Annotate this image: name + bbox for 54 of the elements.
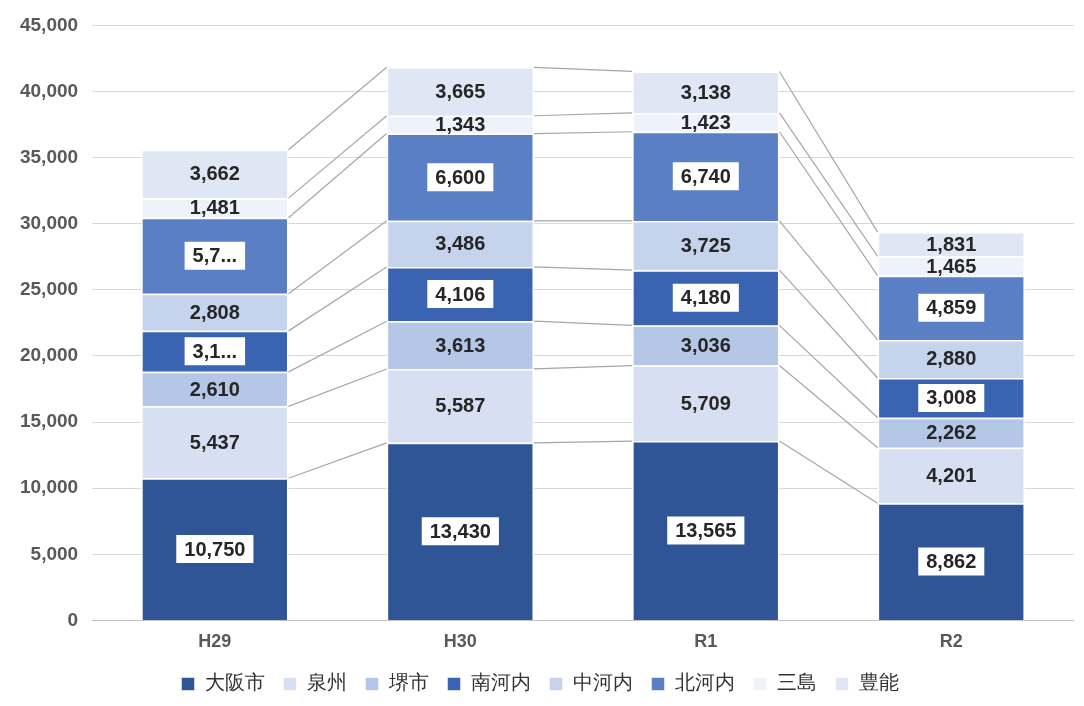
legend-label: 北河内 [675,670,735,695]
y-tick-label: 40,000 [19,79,79,101]
x-tick-label: H29 [198,631,232,652]
data-label: 1,423 [680,110,731,133]
legend-label: 泉州 [307,670,347,695]
data-label: 2,808 [189,300,240,323]
data-label: 5,7... [192,244,238,267]
data-label: 10,750 [184,537,246,560]
data-label: 1,465 [926,254,977,277]
data-label: 4,180 [680,286,731,309]
legend-label: 中河内 [573,670,633,695]
y-tick-label: 15,000 [19,410,79,432]
data-label: 3,1... [192,339,238,362]
data-label: 2,880 [926,347,977,370]
y-tick-label: 30,000 [19,211,79,233]
y-tick-label: 45,000 [19,13,79,35]
data-label: 2,610 [189,377,240,400]
data-label: 5,709 [680,391,731,414]
data-label: 3,725 [680,234,731,257]
x-tick-label: H30 [443,631,477,652]
data-label: 3,036 [680,334,731,356]
data-label: 2,262 [926,421,977,444]
y-tick-label: 35,000 [19,145,79,167]
data-label: 6,600 [435,165,486,188]
y-tick-label: 20,000 [19,344,79,366]
data-label: 3,665 [435,80,486,103]
data-label: 3,662 [189,162,240,185]
y-tick-label: 5,000 [30,542,79,564]
x-tick-label: R2 [939,631,963,652]
data-label: 13,565 [675,518,737,541]
data-label: 3,613 [435,333,486,356]
legend-label: 大阪市 [205,670,265,695]
data-label: 1,831 [926,232,977,255]
y-tick-label: 10,000 [19,476,79,498]
data-label: 13,430 [429,519,491,542]
legend-label: 三島 [777,670,817,695]
x-tick-label: R1 [694,631,718,652]
data-label: 3,008 [926,386,977,409]
legend-label: 南河内 [471,670,531,695]
data-label: 4,106 [435,282,486,305]
data-label: 1,481 [189,196,240,219]
data-label: 6,740 [680,164,731,187]
legend-label: 豊能 [859,670,899,695]
legend-label: 堺市 [388,670,429,695]
data-label: 4,859 [926,296,977,319]
data-label: 3,138 [680,80,731,103]
data-label: 1,343 [435,113,486,136]
y-tick-label: 0 [67,608,79,630]
data-label: 5,437 [189,430,240,453]
data-label: 3,486 [435,232,486,255]
y-tick-label: 25,000 [19,278,79,300]
data-label: 8,862 [926,550,977,573]
data-label: 5,587 [435,394,486,417]
data-label: 4,201 [926,463,977,486]
